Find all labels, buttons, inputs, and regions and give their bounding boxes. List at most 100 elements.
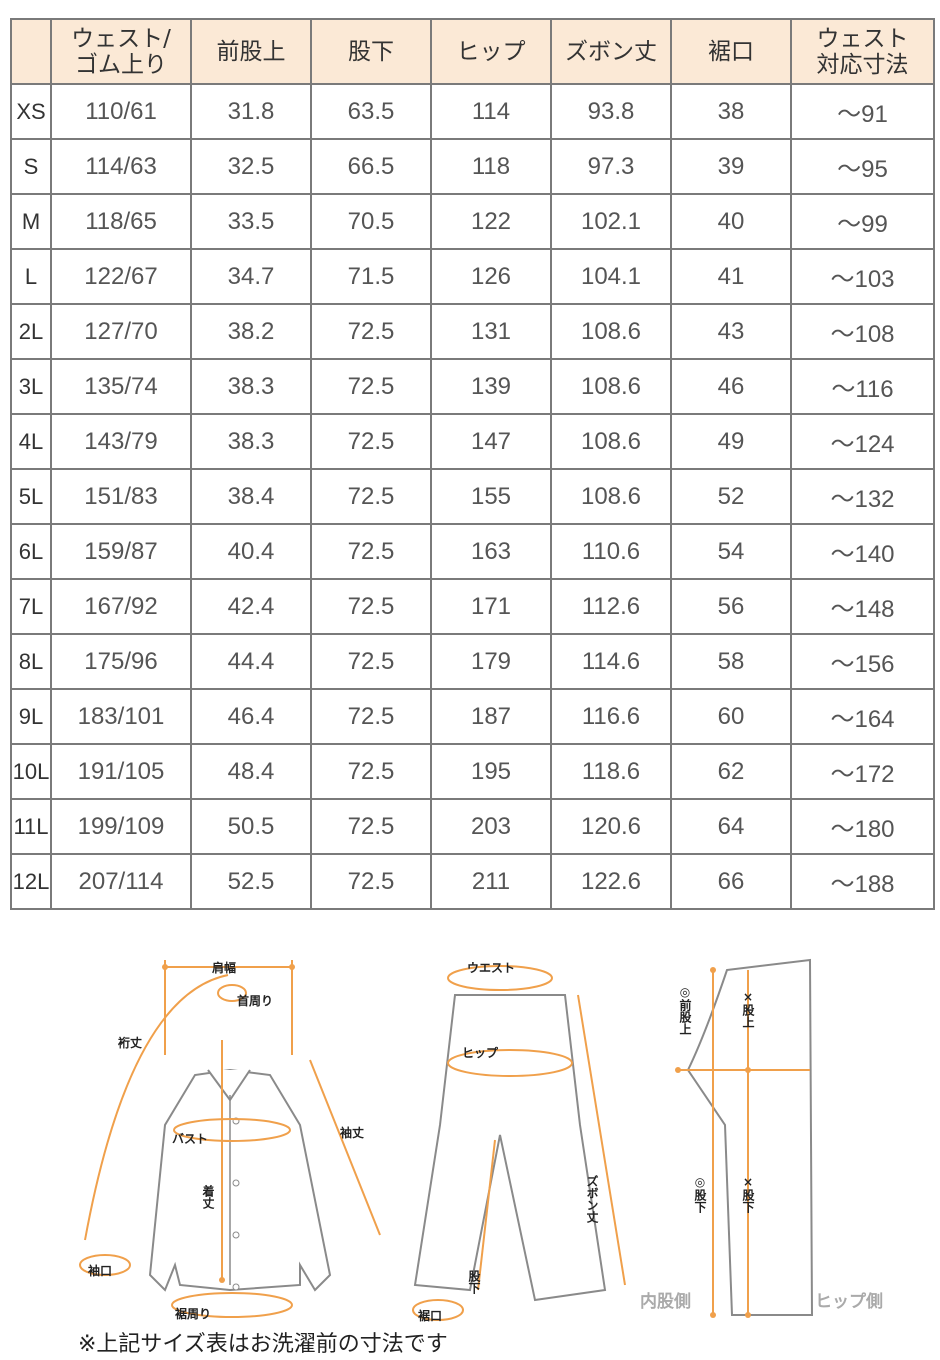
label-inseam-inner: ◎股下: [693, 1175, 707, 1214]
label-length: 着丈: [201, 1184, 215, 1210]
table-cell: 114/63: [50, 138, 192, 195]
table-cell: 32.5: [190, 138, 312, 195]
size-label: 10L: [10, 743, 52, 800]
table-cell: 46.4: [190, 688, 312, 745]
table-cell: 159/87: [50, 523, 192, 580]
size-label: M: [10, 193, 52, 250]
table-cell: 211: [430, 853, 552, 910]
table-cell: 108.6: [550, 413, 672, 470]
label-inseam-outer: ×股下: [741, 1175, 755, 1214]
table-cell: 54: [670, 523, 792, 580]
label-cuff: 袖口: [88, 1263, 112, 1278]
table-cell: 155: [430, 468, 552, 525]
table-cell: 97.3: [550, 138, 672, 195]
table-cell: 40.4: [190, 523, 312, 580]
table-cell: 108.6: [550, 468, 672, 525]
table-cell: 38.2: [190, 303, 312, 360]
table-cell: 38.3: [190, 358, 312, 415]
table-cell: 52: [670, 468, 792, 525]
table-cell: 43: [670, 303, 792, 360]
table-cell: ～116: [790, 358, 935, 415]
table-cell: 118/65: [50, 193, 192, 250]
table-row: S 114/63 32.5 66.5 118 97.3 39 ～95: [10, 138, 935, 195]
table-body: XS 110/61 31.8 63.5 114 93.8 38 ～91 S 114/63 32.5 6…: [10, 83, 935, 910]
side-view-illustration: ◎前股上 ×股上 ◎股下 ×股下 内股側 ヒップ側: [640, 958, 883, 1318]
table-row: 4L 143/79 38.3 72.5 147 108.6 49 ～124: [10, 413, 935, 470]
table-cell: 175/96: [50, 633, 192, 690]
table-cell: 49: [670, 413, 792, 470]
size-label: S: [10, 138, 52, 195]
column-header: 裾口: [670, 18, 792, 85]
table-cell: 70.5: [310, 193, 432, 250]
table-cell: 50.5: [190, 798, 312, 855]
table-cell: ～164: [790, 688, 935, 745]
label-shoulder: 肩幅: [212, 960, 236, 975]
table-cell: 122/67: [50, 248, 192, 305]
header-row: ウェスト/ ゴム上り 前股上 股下 ヒップ ズボン丈 裾口 ウェスト 対応寸法: [10, 18, 935, 85]
table-cell: 104.1: [550, 248, 672, 305]
table-row: 6L 159/87 40.4 72.5 163 110.6 54 ～140: [10, 523, 935, 580]
measurement-diagram: 肩幅 首周り 裄丈 袖丈 バスト 着丈 袖口 裾周り ウエスト ヒップ ズボン丈…: [79, 958, 883, 1323]
table-cell: ～140: [790, 523, 935, 580]
table-cell: 163: [430, 523, 552, 580]
table-cell: 33.5: [190, 193, 312, 250]
size-label: 12L: [10, 853, 52, 910]
table-cell: 31.8: [190, 83, 312, 140]
table-cell: 207/114: [50, 853, 192, 910]
shirt-illustration: 肩幅 首周り 裄丈 袖丈 バスト 着丈 袖口 裾周り: [79, 960, 381, 1321]
table-cell: ～172: [790, 743, 935, 800]
table-cell: 46: [670, 358, 792, 415]
table-cell: 199/109: [50, 798, 192, 855]
column-header: 前股上: [190, 18, 312, 85]
table-cell: 191/105: [50, 743, 192, 800]
size-label: 2L: [10, 303, 52, 360]
table-row: 3L 135/74 38.3 72.5 139 108.6 46 ～116: [10, 358, 935, 415]
label-waist: ウエスト: [467, 961, 515, 975]
table-cell: 58: [670, 633, 792, 690]
size-label: 9L: [10, 688, 52, 745]
table-row: L 122/67 34.7 71.5 126 104.1 41 ～103: [10, 248, 935, 305]
table-row: 9L 183/101 46.4 72.5 187 116.6 60 ～164: [10, 688, 935, 745]
size-label: 4L: [10, 413, 52, 470]
column-header: ウェスト/ ゴム上り: [50, 18, 192, 85]
label-pants-length: ズボン丈: [585, 1174, 599, 1224]
table-cell: 127/70: [50, 303, 192, 360]
table-cell: 108.6: [550, 358, 672, 415]
table-cell: 195: [430, 743, 552, 800]
table-row: 11L 199/109 50.5 72.5 203 120.6 64 ～180: [10, 798, 935, 855]
table-cell: 116.6: [550, 688, 672, 745]
table-cell: 40: [670, 193, 792, 250]
table-row: 10L 191/105 48.4 72.5 195 118.6 62 ～172: [10, 743, 935, 800]
label-neck: 首周り: [237, 993, 273, 1008]
table-cell: ～95: [790, 138, 935, 195]
column-header: ウェスト 対応寸法: [790, 18, 935, 85]
table-cell: 66: [670, 853, 792, 910]
pre-wash-note: ※上記サイズ表はお洗濯前の寸法です: [78, 1332, 448, 1357]
table-row: 8L 175/96 44.4 72.5 179 114.6 58 ～156: [10, 633, 935, 690]
table-cell: ～180: [790, 798, 935, 855]
table-cell: ～156: [790, 633, 935, 690]
table-cell: 71.5: [310, 248, 432, 305]
table-cell: 131: [430, 303, 552, 360]
table-cell: 120.6: [550, 798, 672, 855]
column-header: ヒップ: [430, 18, 552, 85]
table-cell: 126: [430, 248, 552, 305]
table-row: 2L 127/70 38.2 72.5 131 108.6 43 ～108: [10, 303, 935, 360]
table-cell: 72.5: [310, 798, 432, 855]
table-row: 7L 167/92 42.4 72.5 171 112.6 56 ～148: [10, 578, 935, 635]
label-sleeve: 袖丈: [340, 1125, 364, 1140]
table-cell: 39: [670, 138, 792, 195]
table-row: 12L 207/114 52.5 72.5 211 122.6 66 ～188: [10, 853, 935, 910]
label-inseam: 股下: [467, 1269, 481, 1295]
size-label: L: [10, 248, 52, 305]
table-cell: 72.5: [310, 633, 432, 690]
label-pants-hem: 裾口: [418, 1308, 442, 1323]
table-cell: 122: [430, 193, 552, 250]
table-cell: 72.5: [310, 578, 432, 635]
size-label: 5L: [10, 468, 52, 525]
table-row: M 118/65 33.5 70.5 122 102.1 40 ～99: [10, 193, 935, 250]
table-cell: 135/74: [50, 358, 192, 415]
label-rise: ×股上: [741, 990, 755, 1028]
table-cell: ～108: [790, 303, 935, 360]
